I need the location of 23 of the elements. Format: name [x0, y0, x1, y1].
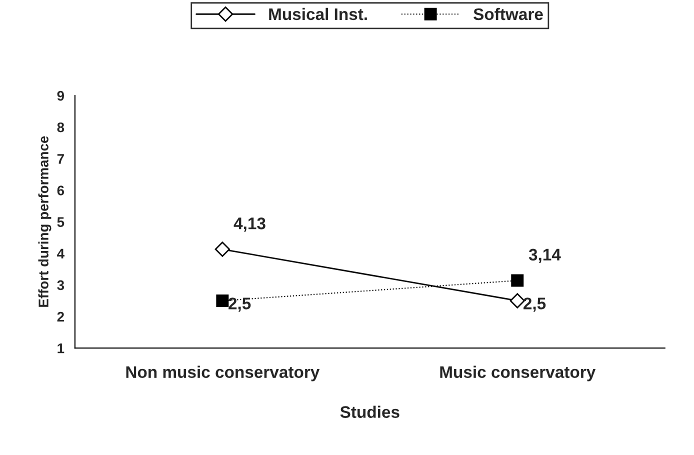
data-label: 2,5	[228, 298, 251, 312]
y-tick-label: 1	[58, 344, 64, 354]
y-tick-label: 4	[57, 248, 64, 258]
point	[216, 294, 229, 307]
point	[510, 293, 525, 308]
x-tick-label: Music conservatory	[440, 366, 596, 382]
legend-label: Software	[474, 8, 543, 20]
data-label: 2,5	[524, 298, 546, 312]
legend-label: Musical Inst.	[269, 8, 367, 20]
x-axis-title: Studies	[340, 406, 400, 418]
y-tick-label: 2	[57, 312, 64, 322]
point	[511, 274, 524, 287]
point	[214, 242, 230, 257]
y-tick-label: 9	[57, 90, 64, 101]
y-tick-label: 6	[57, 186, 64, 196]
y-tick-label: 7	[57, 154, 64, 164]
y-tick-label: 5	[57, 217, 64, 227]
y-tick-label: 8	[57, 122, 64, 132]
data-label: 4,13	[234, 218, 266, 232]
x-tick-label: Non music conservatory	[126, 366, 320, 382]
y-axis-title: Effort during performance	[38, 136, 52, 307]
data-label: 3,14	[528, 248, 561, 263]
y-tick-label: 3	[57, 280, 64, 290]
